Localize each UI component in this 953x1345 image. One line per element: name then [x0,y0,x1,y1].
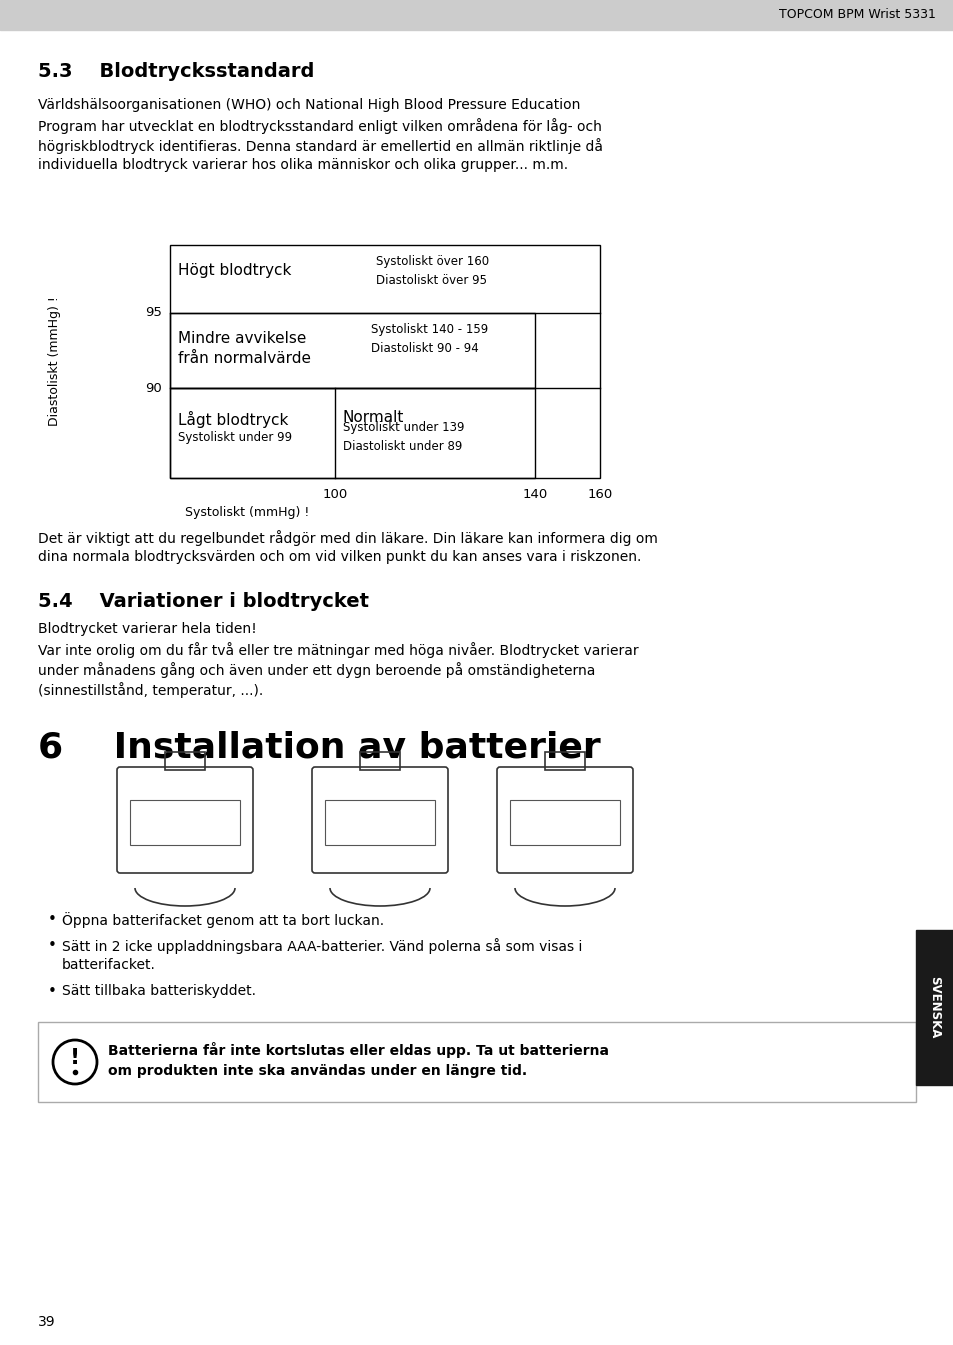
Bar [170,245,599,477]
Text: 100: 100 [322,488,347,500]
Text: •: • [48,985,56,999]
Text: !: ! [70,1048,80,1068]
Text: Mindre avvikelse: Mindre avvikelse [178,331,306,346]
Text: Systoliskt (mmHg) !: Systoliskt (mmHg) ! [185,506,309,519]
Text: Lågt blodtryck: Lågt blodtryck [178,410,288,428]
Text: 140: 140 [522,488,547,500]
Text: SVENSKA: SVENSKA [927,976,941,1038]
Text: 95: 95 [145,307,162,320]
Text: Diastoliskt (mmHg) !: Diastoliskt (mmHg) ! [49,296,61,426]
Text: Var inte orolig om du får två eller tre mätningar med höga nivåer. Blodtrycket v: Var inte orolig om du får två eller tre … [38,642,638,658]
Text: dina normala blodtrycksvärden och om vid vilken punkt du kan anses vara i riskzo: dina normala blodtrycksvärden och om vid… [38,550,640,564]
Text: 5.4    Variationer i blodtrycket: 5.4 Variationer i blodtrycket [38,592,369,611]
Bar [510,800,619,845]
Bar [325,800,435,845]
Text: Öppna batterifacket genom att ta bort luckan.: Öppna batterifacket genom att ta bort lu… [62,912,384,928]
Text: Sätt in 2 icke uppladdningsbara AAA-batterier. Vänd polerna så som visas i: Sätt in 2 icke uppladdningsbara AAA-batt… [62,937,581,954]
Text: Normalt: Normalt [343,409,404,425]
Text: från normalvärde: från normalvärde [178,351,311,366]
Text: batterifacket.: batterifacket. [62,958,155,972]
Bar [544,752,584,769]
Bar [359,752,399,769]
Bar [165,752,205,769]
Bar [0,0,953,30]
Text: •: • [48,912,56,927]
Text: Det är viktigt att du regelbundet rådgör med din läkare. Din läkare kan informer: Det är viktigt att du regelbundet rådgör… [38,530,658,546]
Text: 6    Installation av batterier: 6 Installation av batterier [38,730,600,764]
Text: Program har utvecklat en blodtrycksstandard enligt vilken områdena för låg- och: Program har utvecklat en blodtrycksstand… [38,118,601,134]
Text: Högt blodtryck: Högt blodtryck [178,264,291,278]
Text: Sätt tillbaka batteriskyddet.: Sätt tillbaka batteriskyddet. [62,985,255,998]
Text: Blodtrycket varierar hela tiden!: Blodtrycket varierar hela tiden! [38,621,256,636]
Text: Systoliskt över 160
Diastoliskt över 95: Systoliskt över 160 Diastoliskt över 95 [376,256,489,286]
Text: Systoliskt under 139
Diastoliskt under 89: Systoliskt under 139 Diastoliskt under 8… [343,421,464,453]
Text: (sinnestillstånd, temperatur, ...).: (sinnestillstånd, temperatur, ...). [38,682,263,698]
Text: TOPCOM BPM Wrist 5331: TOPCOM BPM Wrist 5331 [779,8,935,22]
Bar [38,1022,915,1102]
Text: Systoliskt 140 - 159
Diastoliskt 90 - 94: Systoliskt 140 - 159 Diastoliskt 90 - 94 [371,323,488,355]
Text: •: • [48,937,56,954]
Text: Världshälsoorganisationen (WHO) och National High Blood Pressure Education: Världshälsoorganisationen (WHO) och Nati… [38,98,579,112]
Text: 39: 39 [38,1315,55,1329]
Bar [170,387,535,477]
Bar [915,929,953,1085]
Text: om produkten inte ska användas under en längre tid.: om produkten inte ska användas under en … [108,1064,527,1077]
Text: individuella blodtryck varierar hos olika människor och olika grupper... m.m.: individuella blodtryck varierar hos olik… [38,157,568,172]
Text: 160: 160 [587,488,612,500]
Text: högriskblodtryck identifieras. Denna standard är emellertid en allmän riktlinje : högriskblodtryck identifieras. Denna sta… [38,139,602,153]
Bar [170,313,535,387]
Text: 5.3    Blodtrycksstandard: 5.3 Blodtrycksstandard [38,62,314,81]
Text: Batterierna får inte kortslutas eller eldas upp. Ta ut batterierna: Batterierna får inte kortslutas eller el… [108,1042,608,1059]
Text: under månadens gång och även under ett dygn beroende på omständigheterna: under månadens gång och även under ett d… [38,662,595,678]
Text: Systoliskt under 99: Systoliskt under 99 [178,430,292,444]
Text: 90: 90 [145,382,162,394]
Bar [130,800,240,845]
